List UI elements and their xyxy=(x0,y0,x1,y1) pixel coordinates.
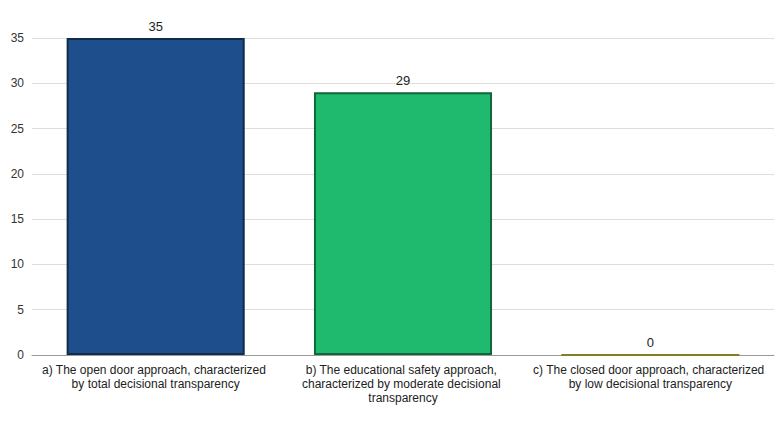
svg-text:c) The closed door approach, c: c) The closed door approach, characteriz… xyxy=(533,363,768,377)
svg-text:b) The educational safety appr: b) The educational safety approach, xyxy=(306,363,501,377)
svg-text:25: 25 xyxy=(11,122,25,136)
svg-text:15: 15 xyxy=(11,212,25,226)
svg-text:5: 5 xyxy=(17,303,24,317)
svg-text:by total decisional transparen: by total decisional transparency xyxy=(72,377,240,391)
svg-text:35: 35 xyxy=(148,19,162,34)
svg-text:29: 29 xyxy=(396,73,410,88)
svg-text:by low decisional transparency: by low decisional transparency xyxy=(569,377,732,391)
svg-text:transparency: transparency xyxy=(368,391,437,405)
svg-text:35: 35 xyxy=(11,31,25,45)
svg-text:characterized by moderate deci: characterized by moderate decisional xyxy=(302,377,504,391)
svg-text:0: 0 xyxy=(17,348,24,362)
svg-text:a) The open door approach, cha: a) The open door approach, characterized xyxy=(42,363,269,377)
svg-text:30: 30 xyxy=(11,76,25,90)
svg-text:0: 0 xyxy=(647,335,654,350)
svg-text:10: 10 xyxy=(11,257,25,271)
svg-text:20: 20 xyxy=(11,167,25,181)
